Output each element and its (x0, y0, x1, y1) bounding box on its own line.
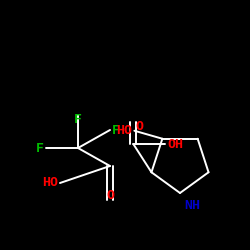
Text: F: F (74, 113, 82, 126)
Text: O: O (106, 189, 114, 202)
Text: HO: HO (116, 124, 132, 137)
Text: F: F (112, 124, 120, 136)
Text: OH: OH (168, 138, 184, 151)
Text: NH: NH (184, 199, 200, 212)
Text: HO: HO (42, 176, 58, 190)
Text: O: O (136, 120, 143, 133)
Text: F: F (36, 142, 44, 154)
